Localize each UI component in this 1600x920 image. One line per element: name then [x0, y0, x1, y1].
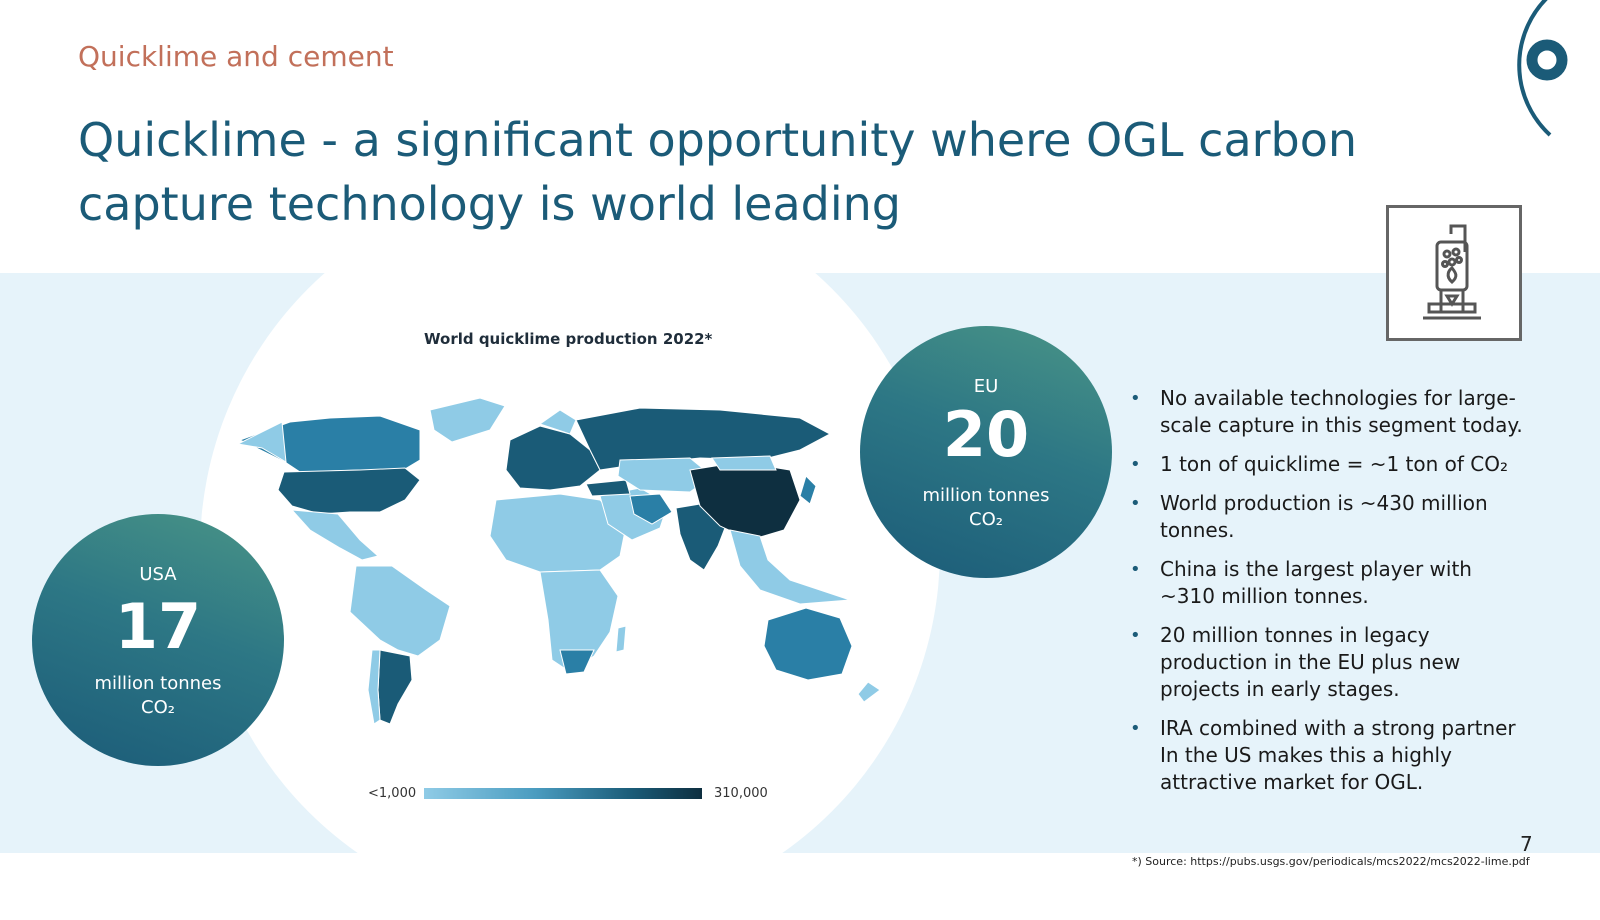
bullet-marker: • — [1130, 625, 1141, 646]
bullet-item: • IRA combined with a strong partner In t… — [1126, 715, 1526, 796]
stat-usa-unit-co2: CO₂ — [141, 697, 175, 718]
map-region-new-zealand — [857, 681, 881, 703]
kiln-icon — [1423, 224, 1481, 320]
map-region-southeast-asia — [729, 529, 851, 605]
stat-usa-region: USA — [139, 564, 177, 585]
map-region-south-america-north — [349, 565, 451, 657]
ogl-logo-icon — [1517, 0, 1568, 137]
bullet-marker: • — [1130, 388, 1141, 409]
source-footnote: *) Source: https://pubs.usgs.gov/periodi… — [1132, 855, 1530, 868]
map-region-japan — [799, 475, 817, 505]
bullet-text: China is the largest player with ~310 mi… — [1160, 557, 1472, 608]
bullet-marker: • — [1130, 454, 1141, 475]
map-region-south-africa — [559, 649, 595, 675]
bullet-item: • No available technologies for large-sca… — [1126, 385, 1526, 439]
map-region-usa — [277, 467, 421, 515]
bullet-text: 1 ton of quicklime = ~1 ton of CO₂ — [1160, 452, 1509, 476]
map-region-australia — [763, 607, 853, 681]
page-number: 7 — [1520, 832, 1533, 856]
legend-min-label: <1,000 — [368, 786, 417, 801]
bullet-list: • No available technologies for large-sca… — [1126, 385, 1526, 808]
map-region-madagascar — [615, 625, 627, 653]
map-region-iran — [629, 493, 673, 525]
legend-max-label: 310,000 — [714, 786, 768, 801]
bullet-text: 20 million tonnes in legacy production i… — [1160, 623, 1461, 701]
bullet-marker: • — [1130, 559, 1141, 580]
stat-eu: EU 20 million tonnes CO₂ — [860, 326, 1112, 578]
stat-eu-value: 20 — [942, 398, 1030, 471]
world-choropleth-map — [236, 397, 881, 725]
bullet-item: • 20 million tonnes in legacy production … — [1126, 622, 1526, 703]
bullet-item: • World production is ~430 million tonnes… — [1126, 490, 1526, 544]
map-region-europe — [505, 425, 601, 491]
stat-eu-unit-co2: CO₂ — [969, 509, 1003, 530]
map-region-alaska — [236, 421, 287, 463]
stat-usa-value: 17 — [114, 590, 202, 663]
page-title: Quicklime - a significant opportunity wh… — [78, 113, 1358, 231]
bullet-marker: • — [1130, 493, 1141, 514]
stat-eu-region: EU — [973, 376, 999, 397]
map-region-turkey — [585, 479, 631, 497]
stat-usa: USA 17 million tonnes CO₂ — [32, 514, 284, 766]
map-region-central-asia — [617, 457, 713, 493]
map-region-mexico — [290, 509, 380, 561]
section-kicker: Quicklime and cement — [78, 40, 394, 73]
bullet-item: • 1 ton of quicklime = ~1 ton of CO₂ — [1126, 451, 1526, 478]
bullet-text: No available technologies for large-scal… — [1160, 386, 1523, 437]
map-title: World quicklime production 2022* — [424, 330, 713, 348]
map-region-chile — [367, 649, 381, 725]
map-region-mongolia — [711, 455, 777, 471]
legend-color-scale — [424, 788, 702, 799]
map-region-greenland — [429, 397, 506, 443]
bullet-text: IRA combined with a strong partner In th… — [1160, 716, 1516, 794]
bullet-marker: • — [1130, 718, 1141, 739]
kiln-icon-frame — [1386, 205, 1522, 341]
map-region-africa-south — [539, 569, 619, 673]
stat-eu-unit: million tonnes — [922, 485, 1050, 506]
map-region-africa-north — [489, 493, 627, 573]
bullet-item: • China is the largest player with ~310 m… — [1126, 556, 1526, 610]
map-region-russia — [575, 407, 832, 471]
stat-usa-unit: million tonnes — [94, 673, 222, 694]
map-region-argentina — [377, 649, 413, 725]
bullet-text: World production is ~430 million tonnes. — [1160, 491, 1488, 542]
